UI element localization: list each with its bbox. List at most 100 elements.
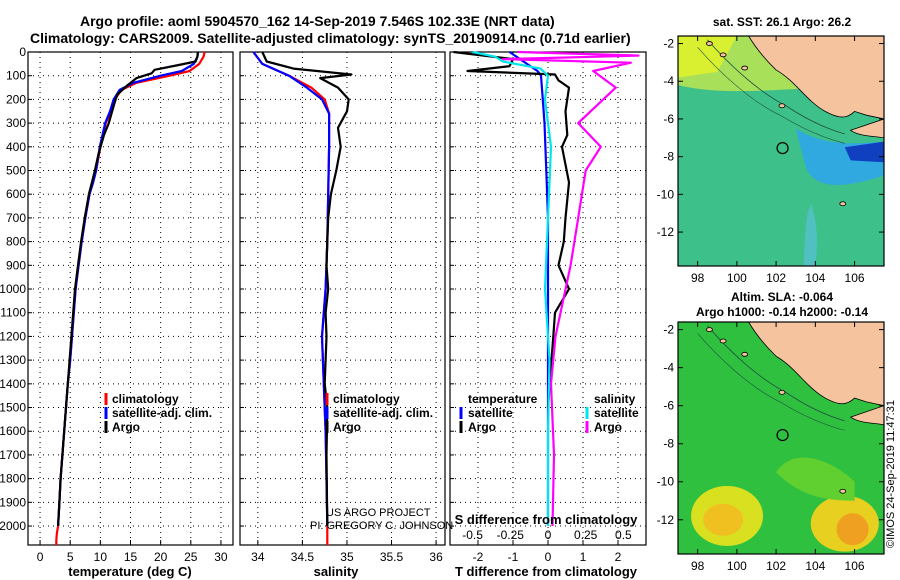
tick-label-x: 0 [545,550,552,564]
argo-float-marker [776,428,789,442]
tick-label-y: 1600 [0,424,26,438]
tick-label-y: 700 [6,211,26,225]
map-tick-label-x: 106 [845,559,865,573]
series-line-s-argo [501,50,640,527]
tick-label-x: 34.5 [291,550,315,564]
legend-label-argo: Argo [112,420,140,434]
bathymetry-contour [707,325,845,422]
project-label: US ARGO PROJECT [326,507,431,519]
s-difference-axis-label: S difference from climatology [455,512,639,527]
sla-map-panel: 98 100 102 104 106 -2 -4 -6 -8 -10 -12 [657,321,885,573]
tick-label-x: 5 [67,550,74,564]
map-tick-label-x: 100 [727,271,747,285]
map-tick-label-y: -4 [663,361,674,375]
island [705,41,713,46]
tick-label-y: 1300 [0,353,26,367]
salinity-panel-frame [239,51,446,546]
tick-label-x: 36 [429,550,443,564]
tick-label-x: -1 [508,550,519,564]
sla-map-title-2: Argo h1000: -0.14 h2000: -0.14 [696,305,868,319]
tick-label-x: -2 [473,550,484,564]
map-tick-label-y: -2 [663,37,674,51]
sla-peak-west [703,503,744,536]
legend-title-temperature: temperature [468,392,538,406]
island [839,488,847,494]
map-tick-label-x: 102 [766,271,786,285]
salinity-axis-label: salinity [314,564,360,579]
top-tick-label: -0.25 [497,528,525,542]
map-tick-label-y: -10 [657,475,675,489]
map-tick-label-x: 104 [805,559,825,573]
legend-label-climatology: climatology [112,392,179,406]
temperature-axis-label: temperature (deg C) [68,564,192,579]
map-frame [677,35,885,267]
tick-label-y: 300 [6,116,26,130]
series-line-t-satellite [508,51,550,526]
tick-label-x: 25 [184,550,198,564]
sst-cool-region [795,128,884,185]
tick-label-x: 34 [251,550,265,564]
tick-label-y: 1100 [0,306,26,320]
temperature-panel-frame [27,51,234,546]
figure-title-line2: Climatology: CARS2009. Satellite-adjuste… [30,30,631,46]
series-line-argo [261,51,353,527]
tick-label-x: 35 [340,550,354,564]
sst-map-panel: 98 100 102 104 106 -2 -4 -6 -8 -10 -12 [657,35,885,285]
map-tick-label-x: 98 [691,559,705,573]
tick-label-y: 2000 [0,519,26,533]
legend-label-s-argo: Argo [594,420,622,434]
tick-label-y: 1400 [0,377,26,391]
series-line-t-argo [453,50,571,408]
island [741,65,749,71]
series-line-s-satellite [472,50,553,526]
legend-label-argo: Argo [333,420,361,434]
sst-cool-tongue [803,203,818,266]
tick-label-y: 1000 [0,282,26,296]
tick-label-x: 35.5 [380,550,404,564]
difference-legend: temperature satellite Argo salinity sate… [459,392,639,434]
tick-label-x: 20 [154,550,168,564]
tick-label-y: 600 [6,187,26,201]
legend-label-s-satellite: satellite [594,406,639,420]
top-tick-label: 0 [545,528,552,542]
map-tick-label-x: 104 [805,271,825,285]
sumatra-land [747,321,885,407]
sla-map-title-1: Altim. SLA: -0.064 [731,290,833,304]
map-tick-label-x: 100 [727,559,747,573]
legend-label-t-satellite: satellite [468,406,513,420]
legend-label-climatology: climatology [333,392,400,406]
map-tick-label-y: -12 [657,513,675,527]
sla-peak-east [836,513,869,546]
tick-label-x: 1 [580,550,587,564]
tick-label-x: 2 [615,550,622,564]
pi-label: PI: GREGORY C. JOHNSON [310,520,453,532]
map-tick-label-y: -8 [663,437,674,451]
series-line-climatology [252,51,331,545]
sst-map-title: sat. SST: 26.1 Argo: 26.2 [713,15,852,29]
map-tick-label-y: -6 [663,112,674,126]
island [719,52,727,58]
map-tick-label-y: -12 [657,225,675,239]
tick-label-x: 10 [94,550,108,564]
temperature-legend: climatology satellite-adj. clim. Argo [104,392,212,434]
legend-label-satellite: satellite-adj. clim. [333,406,433,420]
tick-label-y: 500 [6,164,26,178]
island [741,351,749,357]
series-line-satellite-adj-clim- [252,51,331,527]
tick-label-y: 1900 [0,495,26,509]
tick-label-y: 200 [6,92,26,106]
bathymetry-contour [697,47,845,144]
tick-label-y: 400 [6,140,26,154]
series-line-argo [57,51,200,527]
bathymetry-contour [707,39,845,135]
tick-label-y: 1500 [0,401,26,415]
island [705,327,713,333]
map-tick-label-x: 98 [691,271,705,285]
axes-layer: 0 5 10 15 20 25 300100200300400500600700800900… [0,45,632,564]
sst-coolest-region [844,141,884,163]
top-tick-label: -0.5 [462,528,483,542]
figure-title-line1: Argo profile: aoml 5904570_162 14-Sep-20… [80,13,555,29]
tick-label-y: 1700 [0,448,26,462]
island [778,103,786,109]
